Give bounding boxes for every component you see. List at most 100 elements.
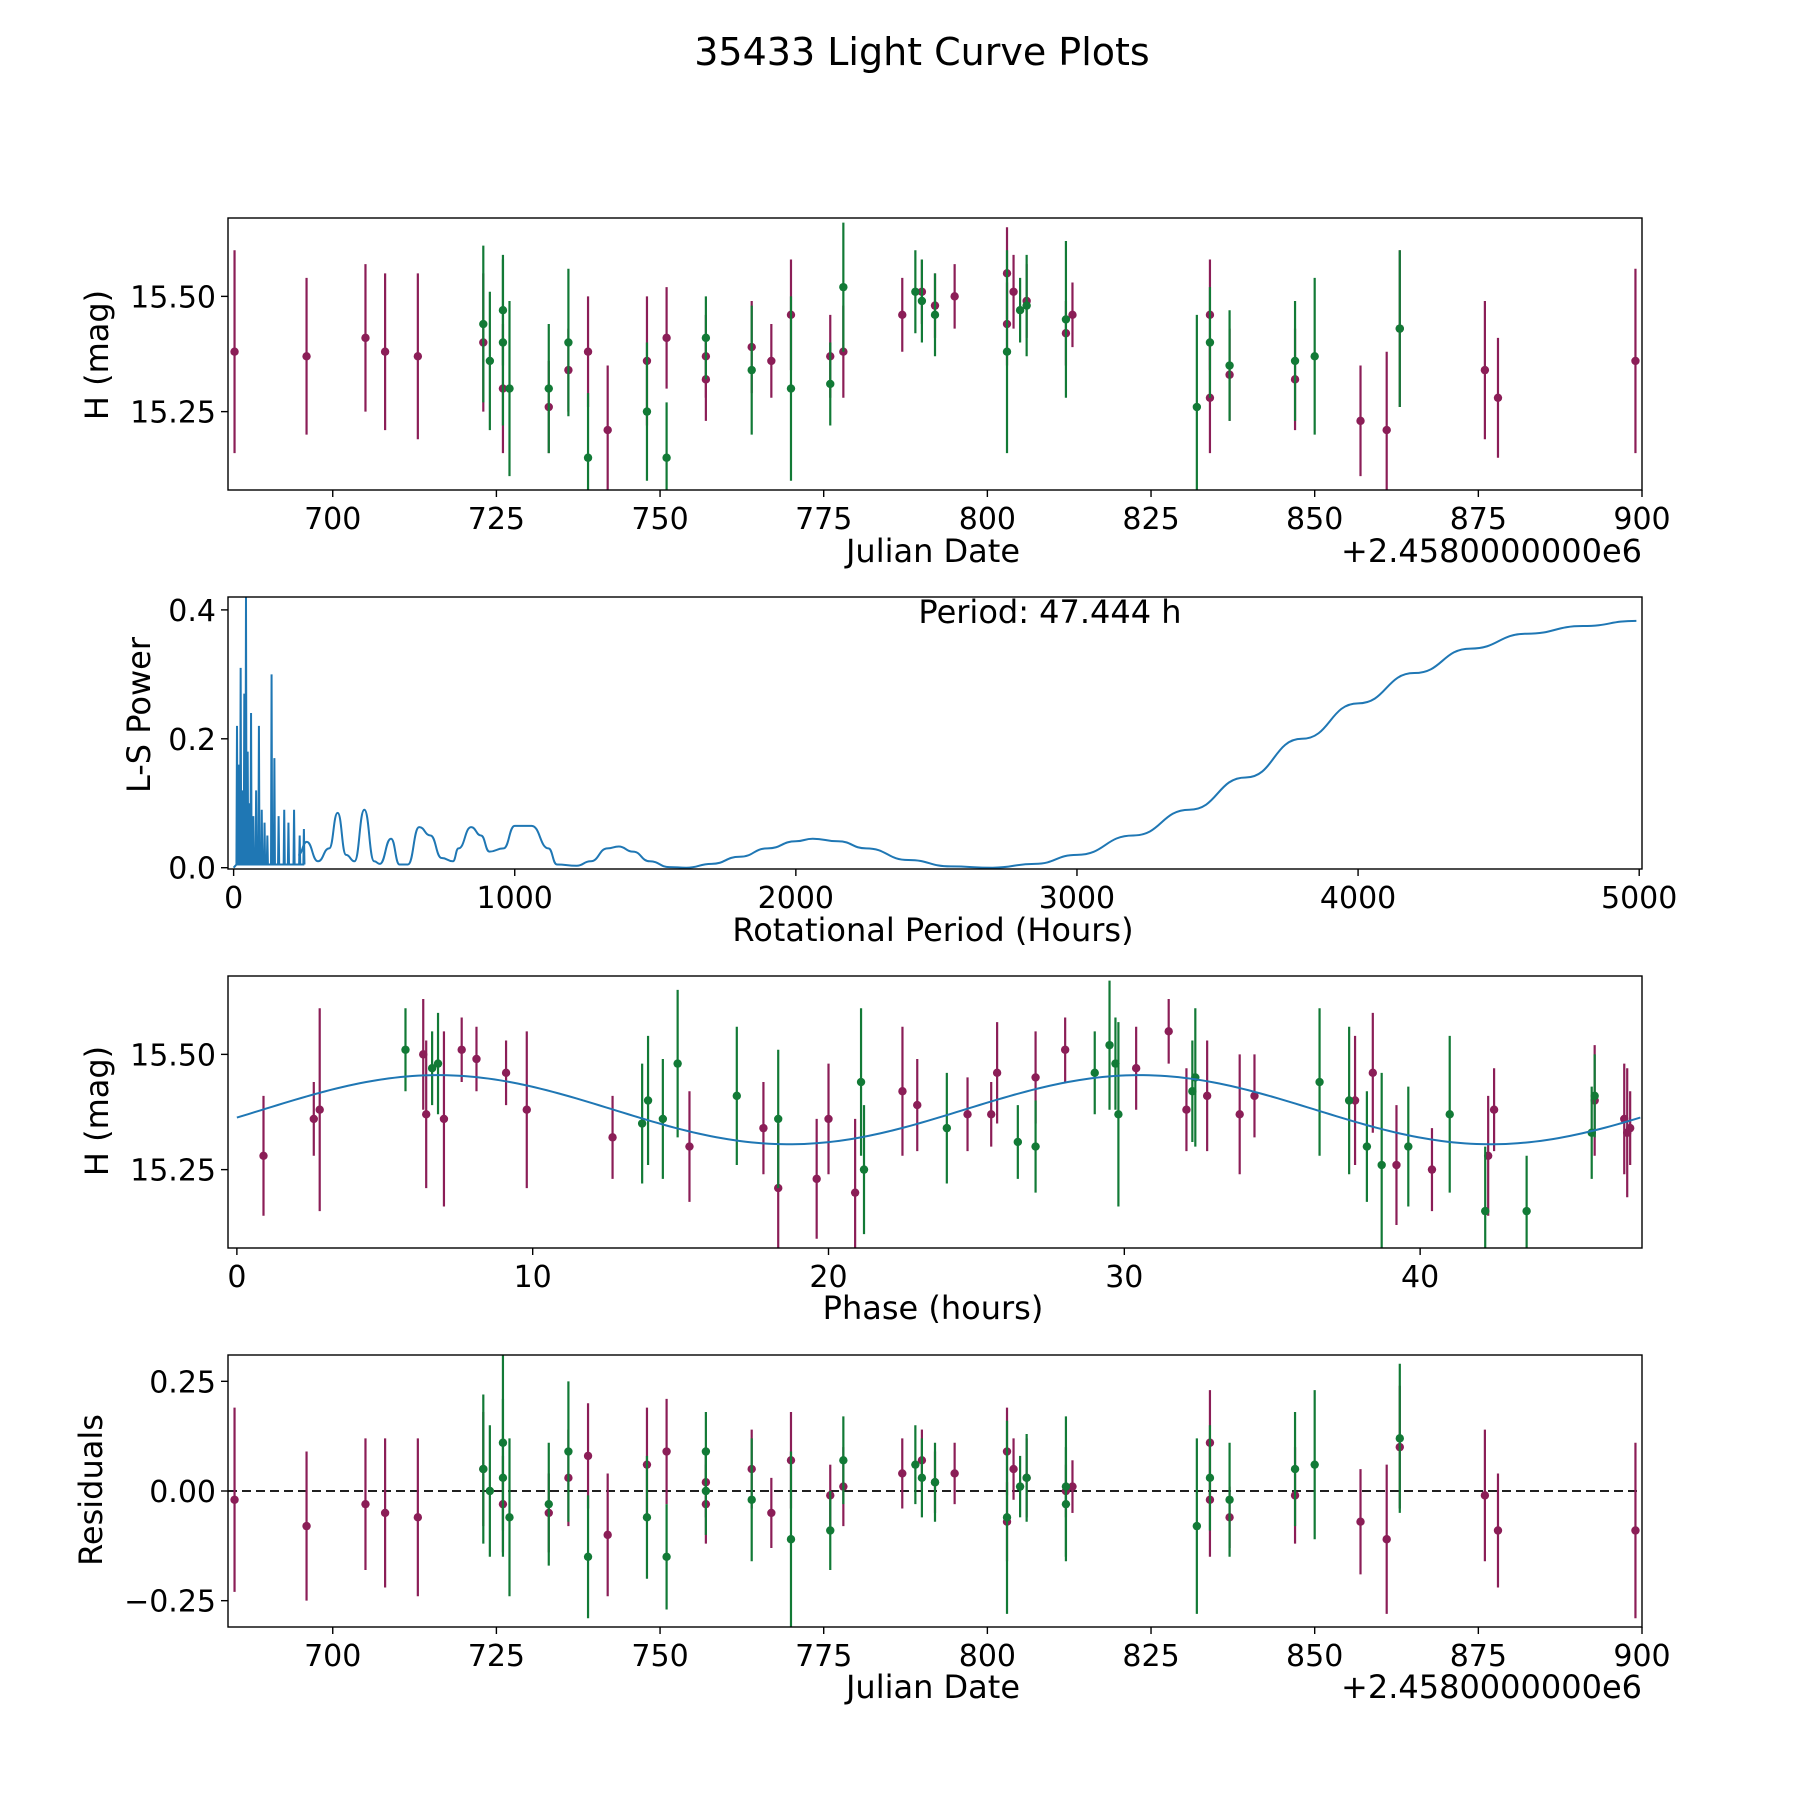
phased-curve-point [658,1114,668,1124]
phased-curve-point [732,1091,742,1101]
phased-curve-point [759,1123,768,1133]
light-curve-point [898,310,907,320]
residuals-point [747,1495,756,1504]
light-curve-point [1382,425,1391,435]
phased-curve-point [913,1100,922,1110]
light-curve-ytick-label: 15.50 [130,280,216,315]
phased-curve-point [421,1110,431,1119]
light-curve-point [1009,287,1018,296]
phased-curve-point [774,1114,783,1124]
phased-curve-xtick-label: 40 [1401,1260,1439,1295]
residuals-plot-area [228,1355,1642,1627]
residuals-point [839,1456,848,1465]
phased-curve-point [1031,1142,1040,1151]
phased-curve-point [439,1114,449,1124]
phased-curve-point [1481,1206,1490,1216]
phased-curve-point [812,1174,821,1184]
periodogram-curve [297,619,1637,869]
periodogram-xtick-label: 3000 [1039,881,1115,916]
light-curve-point [1395,324,1404,333]
phased-curve-point [1368,1068,1378,1078]
residuals-point [1009,1464,1018,1474]
residuals-point [826,1526,835,1535]
residuals-ytick-label: 0.00 [149,1475,216,1510]
light-curve-point [930,310,940,320]
residuals-point [786,1535,796,1544]
light-curve-xtick-label: 800 [959,502,1016,537]
residuals-ytick-label: −0.25 [124,1585,216,1620]
light-curve-point [662,453,671,462]
phased-curve-point [1489,1105,1499,1114]
residuals-point [479,1464,488,1474]
light-curve-point [361,333,370,343]
phased-curve-point [501,1068,511,1078]
residuals-point [662,1447,671,1456]
light-curve-point [786,384,796,393]
light-curve-point [1061,315,1071,324]
residuals-point [1395,1434,1404,1443]
residuals-point [911,1460,920,1469]
residuals-point [1061,1482,1071,1491]
light-curve-point [747,365,756,375]
phased-curve-point [856,1077,866,1087]
residuals-point [564,1447,573,1456]
residuals-ylabel: Residuals [72,1414,110,1566]
phased-model-curve [236,1074,1641,1146]
phased-curve-point [401,1045,410,1054]
phased-curve-point [1404,1142,1413,1151]
phased-curve-point [259,1151,268,1160]
phased-curve-point [608,1133,617,1142]
light-curve-point [701,333,711,343]
light-curve-xlabel: Julian Date [844,532,1020,570]
residuals-panel: Residuals Julian Date +2.4580000000e6 70… [72,1354,1671,1706]
period-annotation: Period: 47.444 h [918,593,1181,631]
phased-curve-xlabel: Phase (hours) [823,1289,1044,1327]
light-curve-ytick-label: 15.25 [130,396,216,431]
light-curve-point [302,352,311,361]
light-curve-plot-area [230,222,1640,490]
light-curve-ylabel: H (mag) [78,290,116,420]
light-curve-point [767,356,776,366]
phased-curve-point [1344,1096,1354,1105]
periodogram-ytick-label: 0.4 [168,594,216,629]
phased-curve-point [1114,1110,1123,1119]
light-curve-point [917,296,927,306]
light-curve-point [1068,310,1077,320]
light-curve-xtick-label: 725 [468,502,525,537]
residuals-xtick-label: 750 [631,1639,688,1674]
periodogram-ytick-label: 0.2 [168,723,216,758]
residuals-point [642,1513,652,1522]
periodogram-ytick-label: 0.0 [168,852,216,887]
phased-curve-point [898,1087,907,1096]
light-curve-frame [227,217,1643,491]
light-curve-point [1022,301,1031,310]
phased-curve-point [1522,1206,1531,1216]
phased-curve-point [859,1165,869,1174]
phased-curve-ytick-label: 15.25 [130,1154,216,1189]
phased-curve-ylabel: H (mag) [78,1046,116,1176]
periodogram-plot-area [232,597,1637,869]
phased-curve-point [1590,1091,1599,1101]
phased-curve-point [1427,1165,1437,1174]
periodogram-xtick-label: 0 [224,881,243,916]
phased-curve-point [1090,1068,1099,1078]
light-curve-xtick-label: 700 [304,502,361,537]
phased-curve-point [1031,1073,1040,1082]
phased-curve-xtick-label: 0 [227,1260,246,1295]
residuals-xtick-label: 825 [1122,1639,1179,1674]
phased-curve-xtick-label: 30 [1105,1260,1143,1295]
light-curve-point [603,425,612,435]
light-curve-point [911,287,920,296]
residuals-xtick-label: 775 [795,1639,852,1674]
light-curve-point [1290,356,1300,366]
phased-curve-point [1350,1096,1360,1105]
residuals-point [1356,1517,1365,1526]
phased-curve-point [685,1142,694,1151]
residuals-point [413,1513,423,1522]
phased-curve-point [637,1119,647,1128]
phased-curve-point [433,1059,443,1068]
light-curve-point [564,338,573,347]
phased-curve-point [1182,1105,1191,1114]
phased-curve-xtick-label: 20 [809,1260,847,1295]
